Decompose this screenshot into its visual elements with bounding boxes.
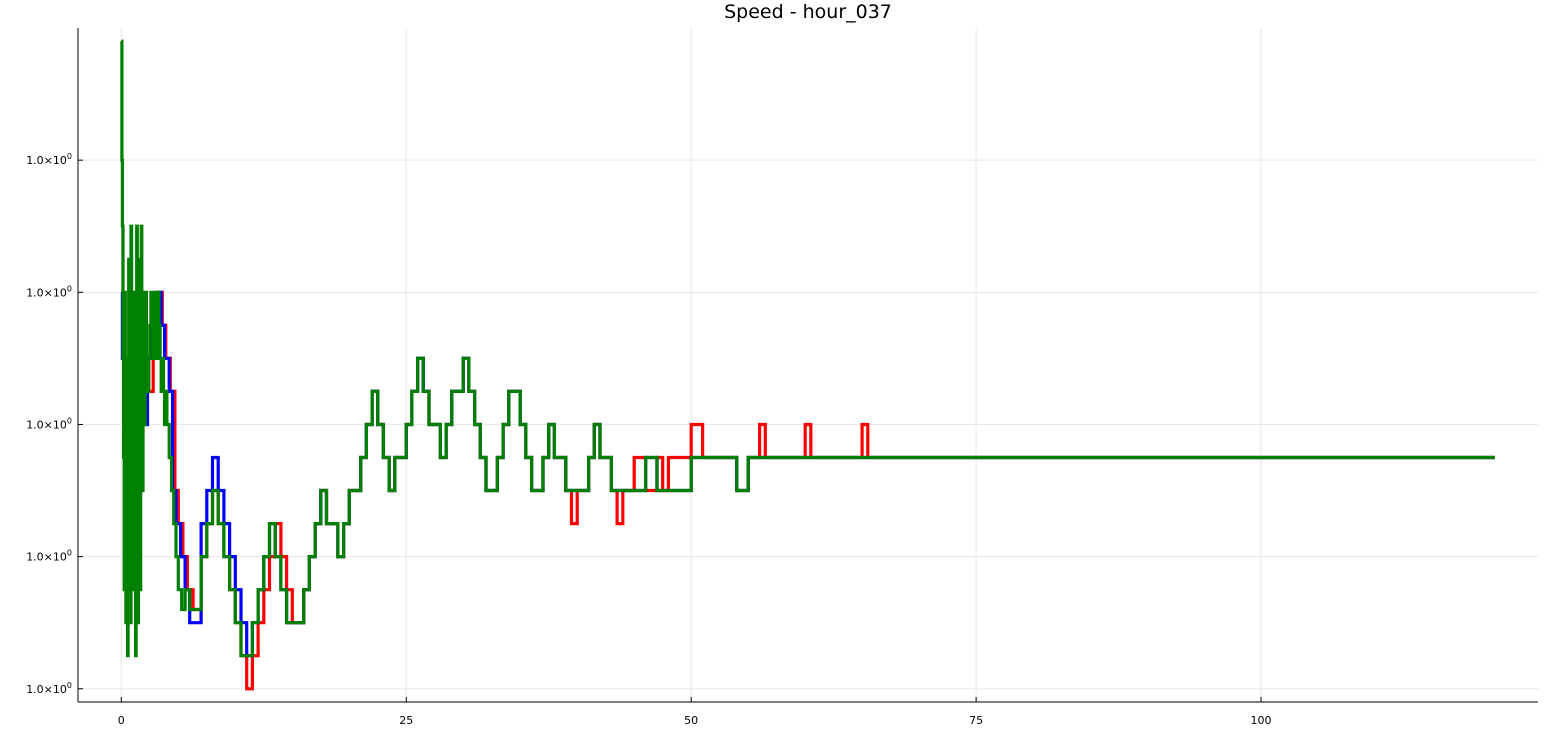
x-axis-ticks: 0 25 50 75 100 [118, 697, 1272, 727]
y-tick-label-0: 1.0×100 [26, 681, 72, 696]
x-tick-label-2: 50 [684, 714, 698, 727]
series-group [120, 39, 1495, 691]
y-tick-label-4: 1.0×100 [26, 152, 72, 167]
x-tick-label-1: 25 [399, 714, 413, 727]
series-line-2 [120, 39, 1495, 658]
x-tick-label-0: 0 [118, 714, 125, 727]
axes [77, 28, 1538, 703]
x-tick-label-4: 100 [1251, 714, 1272, 727]
y-tick-label-1: 1.0×100 [26, 549, 72, 564]
y-tick-label-2: 1.0×100 [26, 416, 72, 431]
y-tick-label-3: 1.0×100 [26, 284, 72, 299]
x-tick-label-3: 75 [969, 714, 983, 727]
series-line-1 [120, 290, 1495, 658]
chart-title: Speed - hour_037 [724, 1, 892, 23]
grid-lines [78, 28, 1538, 702]
y-axis-ticks: 1.0×100 1.0×100 1.0×100 1.0×100 1.0×100 [26, 152, 83, 696]
